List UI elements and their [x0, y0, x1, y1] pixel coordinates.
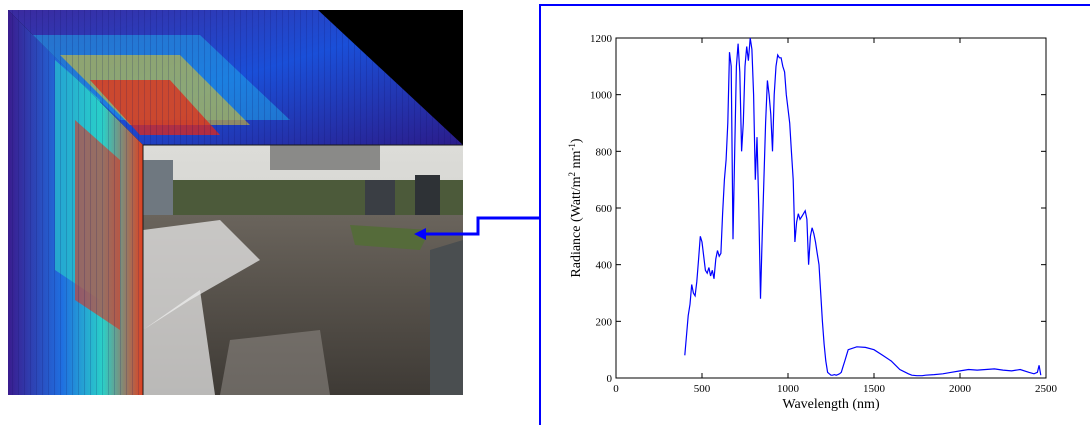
x-tick-label: 2500 [1035, 383, 1058, 395]
x-axis-ticks: 0 500 1000 1500 2000 2500 [613, 38, 1058, 395]
x-tick-label: 1500 [863, 383, 886, 395]
x-tick-label: 2000 [949, 383, 972, 395]
y-axis-ticks: 0 200 400 600 800 1000 1200 [590, 33, 1046, 385]
plot-area [615, 37, 1047, 379]
y-tick-label: 800 [596, 146, 613, 158]
y-axis-label: Radiance (Watt/m2 nm-1) [567, 138, 584, 278]
y-tick-label: 1000 [590, 90, 613, 102]
y-tick-label: 400 [596, 260, 613, 272]
x-tick-label: 1000 [777, 383, 800, 395]
radiance-series-line [684, 37, 1042, 377]
y-tick-label: 1200 [590, 33, 613, 45]
y-tick-label: 0 [607, 373, 613, 385]
x-tick-label: 500 [694, 383, 711, 395]
scene-photo [143, 145, 463, 395]
hyperspectral-cube-icon [8, 10, 463, 395]
x-tick-label: 0 [613, 383, 619, 395]
pixel-pointer-arrow [414, 216, 540, 240]
chart-frame [539, 4, 1090, 425]
y-tick-label: 200 [596, 316, 613, 328]
y-tick-label: 600 [596, 203, 613, 215]
x-axis-label: Wavelength (nm) [782, 397, 880, 412]
